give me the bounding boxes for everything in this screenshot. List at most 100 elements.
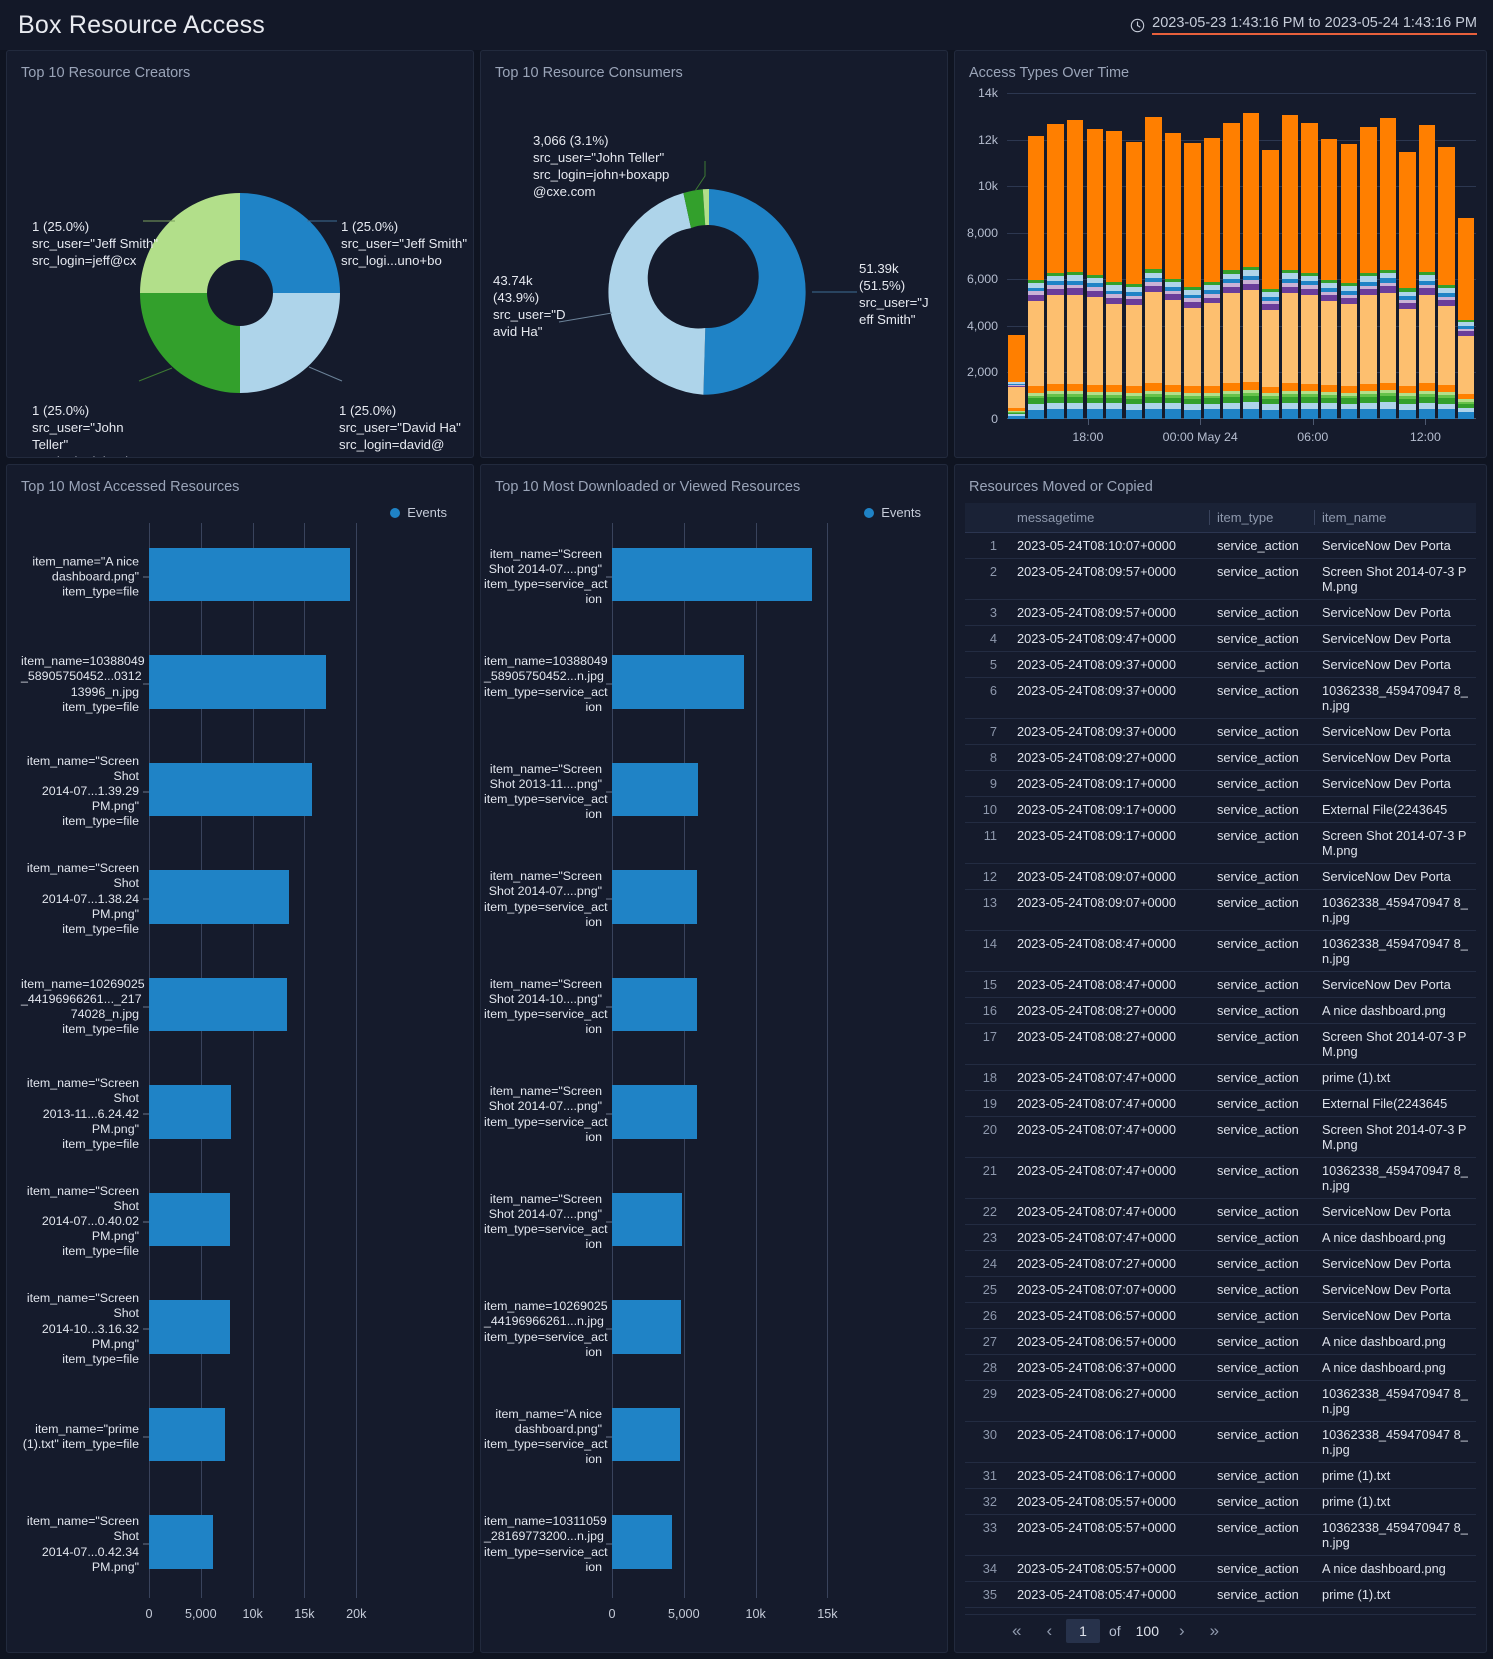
table-row[interactable]: 4 2023-05-24T08:09:47+0000 service_action S… [965, 625, 1476, 652]
stacked-bar[interactable] [1321, 138, 1338, 419]
table-row[interactable]: 8 2023-05-24T08:09:27+0000 service_action S… [965, 744, 1476, 771]
table-header-rownum[interactable] [965, 503, 1009, 533]
stacked-bar[interactable] [1027, 135, 1045, 419]
table-row[interactable]: 26 2023-05-24T08:06:57+0000 service_action… [965, 1302, 1476, 1329]
table-header-item_type[interactable]: item_type [1209, 503, 1314, 533]
table-row[interactable]: 24 2023-05-24T08:07:27+0000 service_action… [965, 1250, 1476, 1277]
hbar[interactable] [149, 1192, 230, 1247]
stacked-bar[interactable] [1203, 138, 1221, 419]
hbar[interactable] [149, 1085, 231, 1139]
table-row[interactable]: 1 2023-05-24T08:10:07+0000 service_action S… [965, 532, 1476, 559]
stacked-bar[interactable] [1457, 217, 1475, 419]
hbar[interactable] [612, 762, 699, 817]
donut-slice-1[interactable] [240, 193, 340, 293]
table-row[interactable]: 12 2023-05-24T08:09:07+0000 service_action… [965, 863, 1476, 890]
hbar[interactable] [149, 1515, 214, 1569]
stacked-bar[interactable] [1047, 123, 1064, 419]
donut-slice-2[interactable] [608, 193, 706, 395]
stacked-bar[interactable] [1242, 113, 1260, 419]
table-header-item_name[interactable]: item_name [1314, 503, 1476, 533]
stacked-bar[interactable] [1438, 147, 1455, 419]
table-row[interactable]: 27 2023-05-24T08:06:57+0000 service_action… [965, 1328, 1476, 1355]
stacked-bar[interactable] [1281, 115, 1299, 419]
stacked-bar[interactable] [1379, 117, 1397, 419]
stacked-bar[interactable] [1399, 151, 1416, 419]
hbar[interactable] [612, 1300, 681, 1354]
stacked-bar[interactable] [1008, 335, 1025, 419]
donut-slice-2[interactable] [240, 293, 340, 393]
stacked-bar[interactable] [1125, 142, 1143, 419]
donut-slice-3[interactable] [140, 293, 240, 393]
donut-slice-4[interactable] [140, 193, 240, 293]
hbar[interactable] [149, 870, 289, 924]
table-row[interactable]: 16 2023-05-24T08:08:27+0000 service_action… [965, 997, 1476, 1024]
hbar[interactable] [612, 1407, 680, 1462]
hbar[interactable] [149, 762, 312, 817]
stacked-bar[interactable] [1066, 120, 1084, 419]
table-row[interactable]: 30 2023-05-24T08:06:17+0000 service_action… [965, 1421, 1476, 1463]
table-row[interactable]: 32 2023-05-24T08:05:57+0000 service_action… [965, 1488, 1476, 1515]
table-row[interactable]: 28 2023-05-24T08:06:37+0000 service_action… [965, 1354, 1476, 1381]
hbar[interactable] [149, 1407, 225, 1462]
hbar[interactable] [149, 977, 287, 1032]
hbar[interactable] [612, 870, 698, 924]
stacked-bar[interactable] [1340, 144, 1357, 419]
table-row[interactable]: 29 2023-05-24T08:06:27+0000 service_action… [965, 1380, 1476, 1422]
stacked-bar[interactable] [1164, 132, 1182, 419]
table-row[interactable]: 5 2023-05-24T08:09:37+0000 service_action S… [965, 651, 1476, 678]
next-page-button[interactable]: › [1178, 1620, 1185, 1640]
last-page-button[interactable]: » [1209, 1620, 1220, 1640]
table-row[interactable]: 14 2023-05-24T08:08:47+0000 service_action… [965, 930, 1476, 972]
table-row[interactable]: 33 2023-05-24T08:05:57+0000 service_action… [965, 1514, 1476, 1556]
table-row[interactable]: 34 2023-05-24T08:05:57+0000 service_action… [965, 1555, 1476, 1582]
table-row[interactable]: 13 2023-05-24T08:09:07+0000 service_action… [965, 889, 1476, 931]
table-row[interactable]: 6 2023-05-24T08:09:37+0000 service_action 1… [965, 677, 1476, 719]
table-row[interactable]: 11 2023-05-24T08:09:17+0000 service_action… [965, 822, 1476, 864]
hbar[interactable] [612, 1515, 673, 1569]
time-range-picker[interactable]: 2023-05-23 1:43:16 PM to 2023-05-24 1:43… [1130, 15, 1477, 35]
table-row[interactable]: 9 2023-05-24T08:09:17+0000 service_action S… [965, 770, 1476, 797]
hbar[interactable] [612, 655, 745, 709]
stacked-bar[interactable] [1301, 123, 1318, 419]
hbar[interactable] [612, 977, 698, 1032]
stacked-bar[interactable] [1184, 142, 1201, 419]
stacked-bar[interactable] [1360, 127, 1377, 419]
hbar[interactable] [149, 655, 327, 709]
first-page-button[interactable]: « [1012, 1620, 1022, 1640]
table-row[interactable]: 25 2023-05-24T08:07:07+0000 service_action… [965, 1276, 1476, 1303]
donut-slice-1[interactable] [703, 189, 806, 395]
table-row[interactable]: 21 2023-05-24T08:07:47+0000 service_action… [965, 1157, 1476, 1199]
stacked-bar[interactable] [1086, 129, 1103, 419]
table-row[interactable]: 15 2023-05-24T08:08:47+0000 service_action… [965, 971, 1476, 998]
hbar[interactable] [612, 1192, 683, 1247]
hbar[interactable] [149, 547, 351, 602]
table-pagination[interactable]: « ‹ 1 of 100 › » [965, 1614, 1476, 1646]
donut-slice-3[interactable] [683, 189, 706, 229]
table-row[interactable]: 20 2023-05-24T08:07:47+0000 service_action… [965, 1116, 1476, 1158]
stacked-bar[interactable] [1145, 116, 1162, 419]
hbar[interactable] [612, 1085, 698, 1139]
prev-page-button[interactable]: ‹ [1046, 1620, 1053, 1640]
table-row[interactable]: 23 2023-05-24T08:07:47+0000 service_action… [965, 1224, 1476, 1251]
table-row[interactable]: 3 2023-05-24T08:09:57+0000 service_action S… [965, 599, 1476, 626]
stacked-bar[interactable] [1106, 131, 1123, 419]
table-row[interactable]: 10 2023-05-24T08:09:17+0000 service_action… [965, 796, 1476, 823]
donut-slice-4[interactable] [702, 189, 709, 226]
table-row[interactable]: 7 2023-05-24T08:09:37+0000 service_action S… [965, 718, 1476, 745]
time-range-label[interactable]: 2023-05-23 1:43:16 PM to 2023-05-24 1:43… [1152, 15, 1477, 35]
table-row[interactable]: 22 2023-05-24T08:07:47+0000 service_action… [965, 1198, 1476, 1225]
stacked-bar[interactable] [1223, 122, 1240, 419]
current-page-input[interactable]: 1 [1066, 1618, 1100, 1643]
moved-copied-table-wrap[interactable]: messagetime item_type item_name 1 2023-05-2… [965, 503, 1476, 1610]
table-row[interactable]: 17 2023-05-24T08:08:27+0000 service_action… [965, 1023, 1476, 1065]
table-row[interactable]: 19 2023-05-24T08:07:47+0000 service_action… [965, 1090, 1476, 1117]
table-row[interactable]: 362023-05-24T08:05:37+0000service_action… [965, 1607, 1476, 1610]
stacked-bar[interactable] [1262, 150, 1279, 419]
table-row[interactable]: 35 2023-05-24T08:05:47+0000 service_action… [965, 1581, 1476, 1608]
stacked-bar[interactable] [1418, 125, 1436, 419]
table-header-messagetime[interactable]: messagetime [1009, 503, 1209, 533]
table-row[interactable]: 31 2023-05-24T08:06:17+0000 service_action… [965, 1462, 1476, 1489]
table-row[interactable]: 2 2023-05-24T08:09:57+0000 service_action S… [965, 558, 1476, 600]
table-row[interactable]: 18 2023-05-24T08:07:47+0000 service_action… [965, 1064, 1476, 1091]
hbar[interactable] [149, 1300, 230, 1354]
